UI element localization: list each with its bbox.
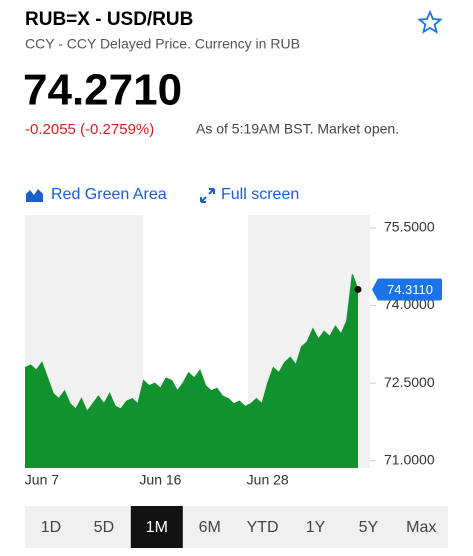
title: RUB=X - USD/RUB bbox=[25, 9, 193, 30]
value-badge bbox=[372, 278, 442, 301]
range-label: YTD bbox=[247, 519, 279, 536]
range-button[interactable]: 1M bbox=[130, 506, 183, 548]
range-button[interactable]: 5D bbox=[94, 519, 114, 536]
x-tick-label: Jun 7 bbox=[25, 472, 59, 488]
value-label: 74.3110 bbox=[387, 282, 433, 297]
range-button[interactable]: Max bbox=[406, 519, 436, 536]
range-label: 5D bbox=[94, 519, 114, 536]
range-label: 1D bbox=[41, 519, 61, 536]
area-icon bbox=[26, 189, 43, 202]
range-bar bbox=[25, 506, 448, 548]
line bbox=[24, 274, 359, 413]
chart-style: Red Green Area bbox=[51, 186, 167, 203]
last-point bbox=[354, 285, 362, 293]
range-selected bbox=[130, 506, 183, 548]
full-screen-button[interactable]: Full screen bbox=[200, 186, 299, 203]
x-tick-label: Jun 16 bbox=[139, 472, 181, 488]
y-tick-label: 75.5000 bbox=[384, 219, 435, 235]
price-change: -0.2055 (-0.2759%) bbox=[25, 121, 154, 138]
range-button[interactable]: YTD bbox=[247, 519, 279, 536]
area bbox=[25, 274, 358, 468]
subtitle: CCY - CCY Delayed Price. Currency in RUB bbox=[25, 36, 300, 52]
y-tick-label: 71.0000 bbox=[384, 451, 435, 467]
range-label: 1Y bbox=[306, 519, 326, 536]
y-tick-label: 72.5000 bbox=[384, 374, 435, 390]
range-label: 1M bbox=[146, 519, 168, 536]
price: 74.2710 bbox=[23, 66, 182, 115]
range-buttons: 1D 5D 1M 6M YTD 1Y 5Y Max bbox=[41, 506, 436, 548]
as-of: As of 5:19AM BST. Market open. bbox=[196, 121, 399, 137]
range-button[interactable]: 1Y bbox=[306, 519, 326, 536]
range-label: Max bbox=[406, 519, 436, 536]
x-tick-label: Jun 28 bbox=[247, 472, 289, 488]
range-label: 5Y bbox=[359, 519, 379, 536]
chart-style-button[interactable]: Red Green Area bbox=[26, 186, 167, 203]
range-button[interactable]: 6M bbox=[199, 519, 221, 536]
expand-icon bbox=[200, 188, 215, 203]
range-label: 6M bbox=[199, 519, 221, 536]
full-screen: Full screen bbox=[221, 186, 299, 203]
watchlist-star[interactable] bbox=[417, 9, 443, 34]
range-button[interactable]: 5Y bbox=[359, 519, 379, 536]
range-button[interactable]: 1D bbox=[41, 519, 61, 536]
